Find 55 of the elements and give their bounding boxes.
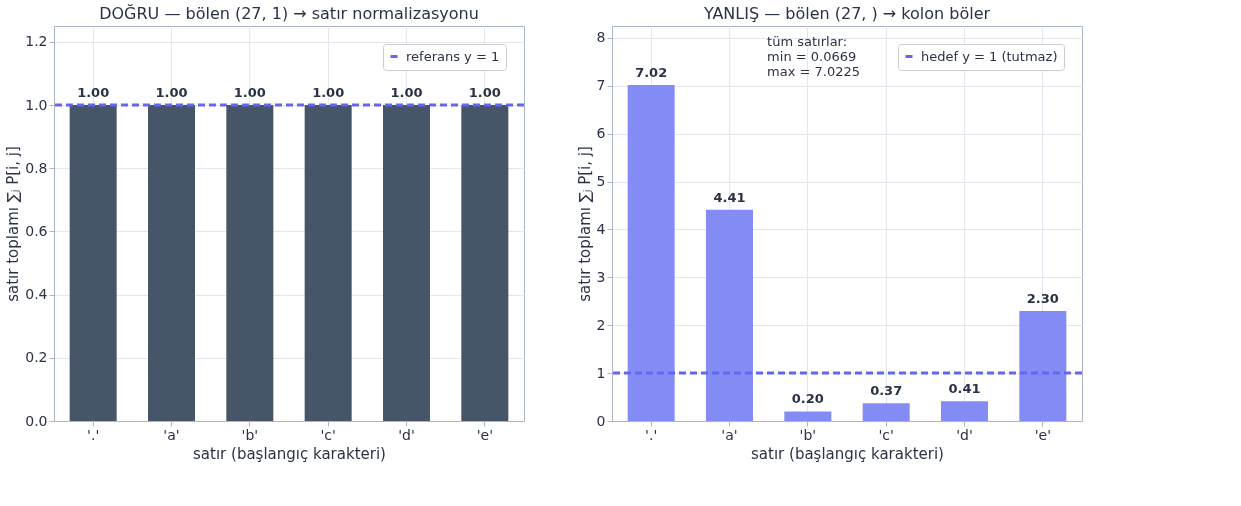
y-tick-label: 1 [596, 364, 606, 381]
legend-label: hedef y = 1 (tutmaz) [921, 48, 1058, 64]
x-tick-label: 'd' [398, 426, 415, 443]
y-tick-label: 1.0 [25, 96, 48, 113]
bar [862, 403, 910, 421]
y-tick-label: 3 [596, 268, 606, 285]
x-tick-label: '.' [645, 426, 658, 443]
data-label: 1.00 [155, 85, 188, 100]
x-tick-label: 'c' [320, 426, 336, 443]
x-tick-label: 'e' [1034, 426, 1051, 443]
y-axis-title: satır toplamı ∑ⱼ P[i, j] [4, 146, 23, 302]
x-tick-label: 'b' [241, 426, 259, 443]
x-tick-label: 'c' [878, 426, 894, 443]
data-label: 1.00 [390, 85, 423, 100]
data-label: 4.41 [713, 189, 746, 205]
data-label: 0.37 [870, 383, 903, 399]
y-tick-label: 0.2 [25, 349, 48, 366]
data-label: 0.20 [791, 391, 824, 407]
x-tick-label: 'd' [956, 426, 973, 443]
y-tick-label: 6 [596, 125, 606, 142]
y-tick-label: 7 [596, 77, 606, 94]
chart-title: DOĞRU — bölen (27, 1) → satır normalizasyonu [99, 4, 479, 23]
x-tick-label: 'e' [476, 426, 493, 443]
y-axis-title: satır toplamı ∑ⱼ P[i, j] [575, 146, 594, 302]
y-tick-label: 8 [596, 29, 606, 46]
chart-title: YANLIŞ — bölen (27, ) → kolon böler [702, 4, 991, 23]
y-tick-label: 1.2 [25, 33, 48, 50]
data-label: 2.30 [1026, 290, 1059, 306]
y-tick-label: 0 [596, 412, 606, 429]
x-axis-title: satır (başlangıç karakteri) [751, 444, 944, 463]
x-tick-label: 'b' [799, 426, 817, 443]
bar [627, 84, 675, 421]
data-label: 1.00 [233, 85, 266, 100]
y-tick-label: 4 [596, 220, 606, 237]
annotation: tüm satırlar: min = 0.0669 max = 7.0225 [767, 34, 861, 79]
y-tick-label: 0.6 [25, 222, 48, 239]
x-tick-label: 'a' [163, 426, 180, 443]
data-label: 1.00 [312, 85, 345, 100]
data-label: 1.00 [468, 85, 501, 100]
data-label: 1.00 [77, 85, 110, 100]
y-tick-label: 0.4 [25, 286, 48, 303]
legend-label: referans y = 1 [406, 48, 500, 64]
y-tick-label: 5 [596, 173, 606, 190]
x-tick-label: '.' [87, 426, 100, 443]
x-tick-label: 'a' [721, 426, 738, 443]
data-label: 7.02 [635, 64, 668, 80]
y-tick-label: 0.0 [25, 412, 48, 429]
bar [706, 209, 753, 421]
bar [784, 411, 832, 421]
x-axis-title: satır (başlangıç karakteri) [193, 444, 386, 463]
bar [941, 401, 988, 421]
bar [1019, 310, 1067, 421]
y-tick-label: 2 [596, 316, 606, 333]
y-tick-label: 0.8 [25, 159, 48, 176]
data-label: 0.41 [948, 381, 981, 397]
